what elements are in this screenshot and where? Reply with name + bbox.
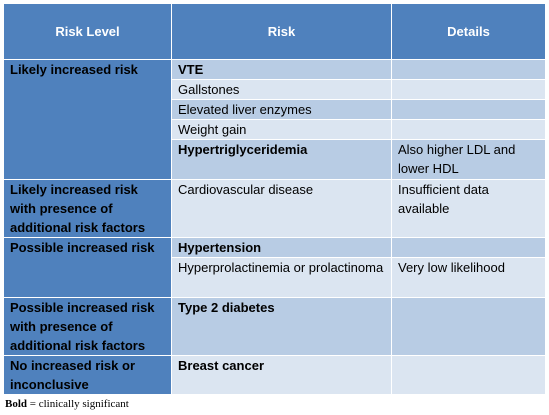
- table-row: Hyperprolactinemia or prolactinoma Very …: [4, 257, 546, 298]
- risk-liver-enzymes: Elevated liver enzymes: [171, 99, 392, 120]
- footnote-text: = clinically significant: [27, 398, 129, 410]
- table-row: Likely increased risk with presence of a…: [3, 179, 546, 238]
- risk-breast-cancer: Breast cancer: [171, 355, 392, 395]
- risk-cardiovascular: Cardiovascular disease: [171, 179, 392, 238]
- header-details: Details: [391, 3, 546, 60]
- table-row: No increased risk or inconclusive Breast…: [3, 355, 546, 395]
- header-row: Risk Level Risk Details: [3, 3, 546, 60]
- table-row: Possible increased risk with presence of…: [3, 297, 546, 356]
- table-row: Possible increased risk Hypertension: [3, 237, 546, 298]
- risk-hyperprolactinemia: Hyperprolactinemia or prolactinoma: [171, 257, 392, 298]
- risk-hypertension: Hypertension: [171, 237, 392, 258]
- footnote-bold-label: Bold: [5, 398, 28, 410]
- risk-level-possible: Possible increased risk: [3, 237, 172, 298]
- risk-table: Risk Level Risk Details Likely increased…: [3, 3, 546, 395]
- footnote: Bold = clinically significant: [5, 398, 129, 410]
- table-row: Hypertriglyceridemia Also higher LDL and…: [4, 139, 546, 180]
- table-row: Gallstones: [4, 79, 546, 100]
- risk-level-none: No increased risk or inconclusive: [3, 355, 172, 395]
- header-risk-level: Risk Level: [3, 3, 172, 60]
- risk-level-likely: Likely increased risk: [3, 59, 172, 180]
- detail-insufficient: Insufficient data available: [391, 179, 546, 238]
- header-risk: Risk: [171, 3, 392, 60]
- risk-type2-diabetes: Type 2 diabetes: [171, 297, 392, 356]
- risk-vte: VTE: [171, 59, 392, 80]
- risk-gallstones: Gallstones: [171, 79, 392, 100]
- detail-lipids: Also higher LDL and lower HDL: [391, 139, 546, 180]
- risk-level-possible-factors: Possible increased risk with presence of…: [3, 297, 172, 356]
- risk-hypertriglyceridemia: Hypertriglyceridemia: [171, 139, 392, 180]
- risk-weight-gain: Weight gain: [171, 119, 392, 140]
- detail-low-likelihood: Very low likelihood: [391, 257, 546, 298]
- table-row: Likely increased risk VTE: [3, 59, 546, 180]
- risk-level-likely-factors: Likely increased risk with presence of a…: [3, 179, 172, 238]
